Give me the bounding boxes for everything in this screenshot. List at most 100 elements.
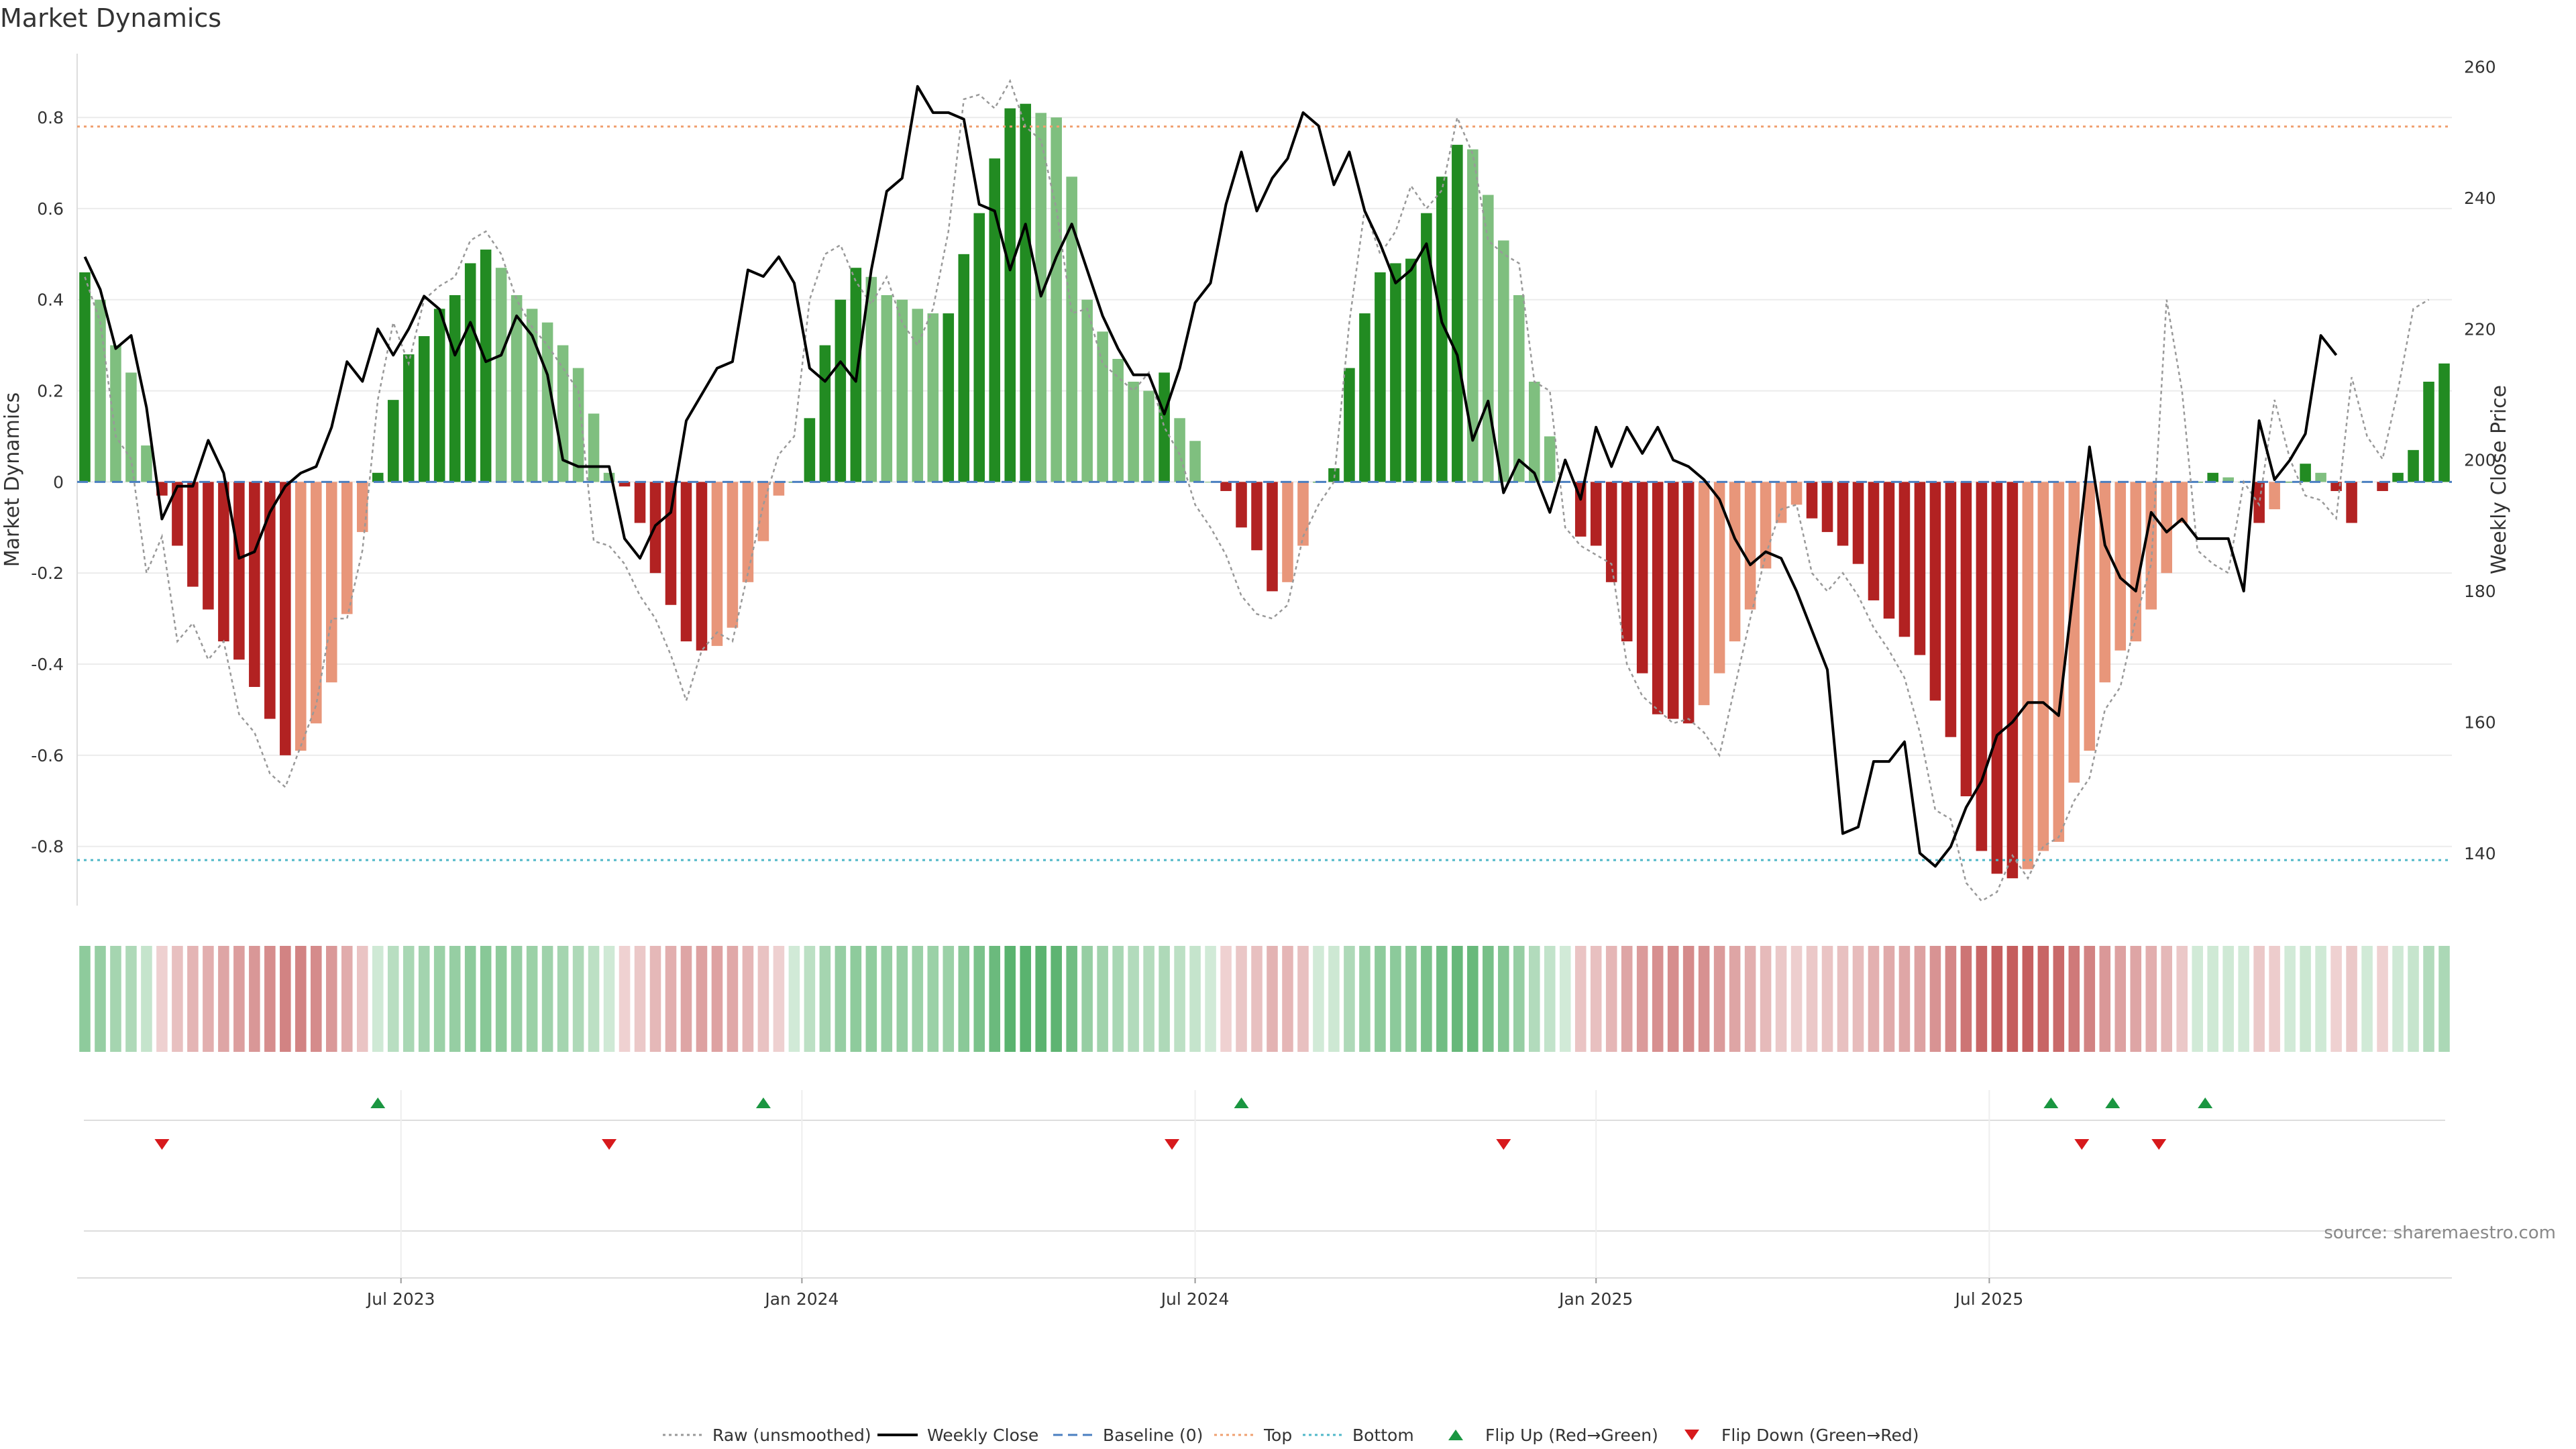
bar-week-86 bbox=[1405, 258, 1417, 482]
y-axis-label: Market Dynamics bbox=[1, 392, 24, 568]
y2-tick-2: 180 bbox=[2464, 582, 2496, 601]
bar-week-0 bbox=[79, 272, 91, 482]
heat-cell-7 bbox=[187, 946, 199, 1052]
heat-cell-45 bbox=[773, 946, 785, 1052]
bar-week-82 bbox=[1344, 368, 1355, 482]
bar-week-13 bbox=[280, 482, 291, 755]
heat-cell-113 bbox=[1821, 946, 1833, 1052]
heat-cell-39 bbox=[680, 946, 692, 1052]
flip-up-marker-0 bbox=[370, 1097, 386, 1108]
bar-week-92 bbox=[1498, 240, 1509, 482]
heat-cell-68 bbox=[1128, 946, 1139, 1052]
heat-cell-34 bbox=[603, 946, 615, 1052]
heat-cell-135 bbox=[2161, 946, 2173, 1052]
heat-cell-58 bbox=[973, 946, 985, 1052]
heat-cell-51 bbox=[865, 946, 877, 1052]
legend-label-5: Flip Up (Red→Green) bbox=[1485, 1426, 1658, 1445]
chart-title: Market Dynamics bbox=[0, 3, 221, 33]
heat-cell-103 bbox=[1667, 946, 1679, 1052]
bar-week-48 bbox=[819, 345, 831, 482]
flip-up-marker-1 bbox=[755, 1097, 771, 1108]
bar-week-144 bbox=[2300, 464, 2311, 482]
bar-week-54 bbox=[912, 309, 924, 482]
bar-week-107 bbox=[1729, 482, 1741, 642]
bar-week-123 bbox=[1976, 482, 1988, 851]
heat-cell-20 bbox=[387, 946, 399, 1052]
bar-week-120 bbox=[1929, 482, 1941, 701]
heat-cell-1 bbox=[95, 946, 106, 1052]
heat-cell-122 bbox=[1960, 946, 1972, 1052]
heat-cell-59 bbox=[989, 946, 1001, 1052]
heat-cell-120 bbox=[1929, 946, 1941, 1052]
bar-week-72 bbox=[1189, 441, 1201, 482]
heat-cell-152 bbox=[2423, 946, 2434, 1052]
bar-week-122 bbox=[1960, 482, 1972, 797]
heat-cell-101 bbox=[1636, 946, 1648, 1052]
bar-week-146 bbox=[2330, 482, 2342, 491]
heat-cell-2 bbox=[110, 946, 121, 1052]
bar-week-47 bbox=[804, 418, 816, 482]
heat-cell-90 bbox=[1467, 946, 1479, 1052]
heat-cell-107 bbox=[1729, 946, 1741, 1052]
heat-cell-27 bbox=[495, 946, 507, 1052]
bar-week-16 bbox=[326, 482, 337, 683]
heat-cell-92 bbox=[1498, 946, 1509, 1052]
heat-cell-105 bbox=[1698, 946, 1710, 1052]
heat-cell-76 bbox=[1251, 946, 1263, 1052]
bar-week-110 bbox=[1775, 482, 1787, 523]
heat-cell-151 bbox=[2408, 946, 2419, 1052]
heat-cell-98 bbox=[1590, 946, 1602, 1052]
heat-cell-121 bbox=[1945, 946, 1957, 1052]
flip-down-marker-4 bbox=[2074, 1139, 2090, 1150]
heat-cell-130 bbox=[2084, 946, 2096, 1052]
bar-week-59 bbox=[989, 158, 1001, 482]
heat-cell-70 bbox=[1159, 946, 1170, 1052]
legend-swatch-5 bbox=[1448, 1430, 1463, 1440]
heat-cell-24 bbox=[449, 946, 461, 1052]
y2-tick-3: 200 bbox=[2464, 451, 2496, 470]
heat-cell-50 bbox=[850, 946, 862, 1052]
heat-cell-3 bbox=[125, 946, 137, 1052]
heat-cell-62 bbox=[1035, 946, 1046, 1052]
heat-cell-88 bbox=[1436, 946, 1448, 1052]
bar-week-127 bbox=[2037, 482, 2049, 851]
y-tick-5: 0.2 bbox=[37, 382, 64, 401]
heat-cell-143 bbox=[2284, 946, 2296, 1052]
bar-week-40 bbox=[696, 482, 708, 651]
bar-week-51 bbox=[865, 276, 877, 482]
bar-week-74 bbox=[1220, 482, 1232, 491]
heat-cell-94 bbox=[1528, 946, 1540, 1052]
bar-week-151 bbox=[2408, 449, 2419, 482]
bar-week-21 bbox=[402, 354, 415, 482]
bar-week-28 bbox=[511, 294, 523, 482]
bar-week-57 bbox=[958, 254, 970, 482]
heat-cell-22 bbox=[418, 946, 430, 1052]
bar-week-116 bbox=[1868, 482, 1880, 600]
heat-cell-19 bbox=[372, 946, 384, 1052]
bar-week-78 bbox=[1282, 482, 1293, 582]
bar-week-30 bbox=[541, 322, 553, 482]
legend: Raw (unsmoothed) Weekly Close Baseline (0)… bbox=[663, 1426, 1919, 1445]
heat-cell-119 bbox=[1914, 946, 1926, 1052]
heat-cell-142 bbox=[2269, 946, 2280, 1052]
heat-cell-129 bbox=[2068, 946, 2080, 1052]
heat-cell-141 bbox=[2253, 946, 2265, 1052]
heat-cell-61 bbox=[1020, 946, 1031, 1052]
bar-week-89 bbox=[1452, 144, 1463, 482]
y-tick-3: -0.2 bbox=[31, 564, 64, 583]
bar-week-100 bbox=[1621, 482, 1633, 642]
heat-cell-144 bbox=[2300, 946, 2311, 1052]
bar-week-4 bbox=[141, 445, 152, 482]
bar-week-112 bbox=[1806, 482, 1818, 519]
bar-week-150 bbox=[2392, 472, 2404, 482]
y2-tick-6: 260 bbox=[2464, 58, 2496, 77]
bar-week-71 bbox=[1174, 418, 1185, 482]
heat-cell-85 bbox=[1390, 946, 1401, 1052]
bar-week-61 bbox=[1020, 103, 1031, 482]
bar-week-102 bbox=[1652, 482, 1664, 714]
bar-week-12 bbox=[264, 482, 276, 719]
heat-cell-82 bbox=[1344, 946, 1355, 1052]
heat-cell-137 bbox=[2192, 946, 2203, 1052]
heat-cell-111 bbox=[1790, 946, 1803, 1052]
source-note: source: sharemaestro.com bbox=[2324, 1223, 2556, 1243]
